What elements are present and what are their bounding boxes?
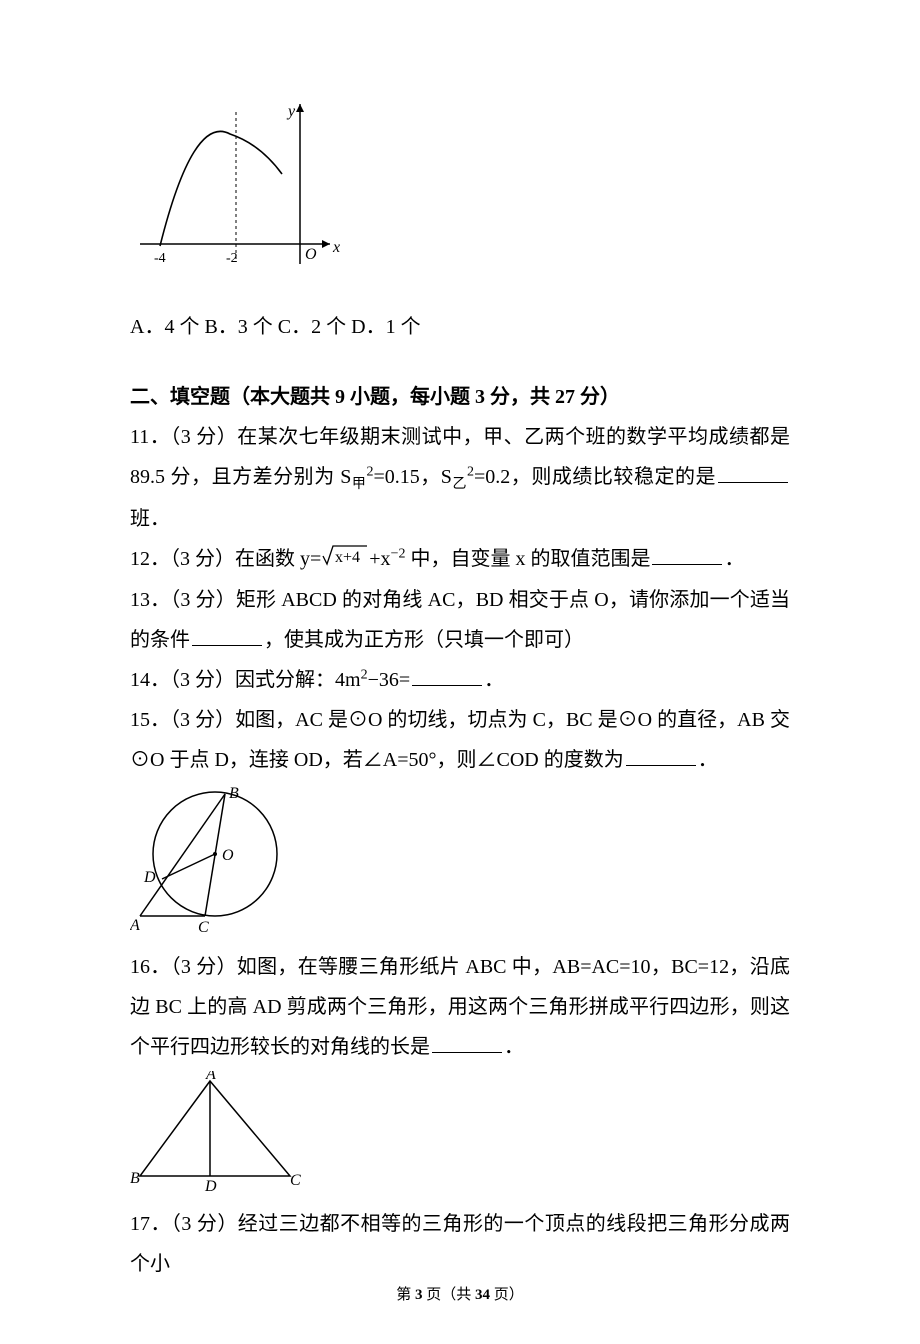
q12-exp: −2 bbox=[391, 546, 406, 561]
q15: 15．（3 分）如图，AC 是⊙O 的切线，切点为 C，BC 是⊙O 的直径，A… bbox=[130, 700, 790, 780]
q13-blank bbox=[192, 625, 262, 646]
q11-blank bbox=[718, 462, 788, 483]
sqrt-icon: x+4 bbox=[321, 540, 369, 580]
triangle-svg: A B C D bbox=[130, 1071, 310, 1191]
footer-mid: 页（共 bbox=[422, 1287, 475, 1303]
q14-prefix: 14．（3 分）因式分解：4m bbox=[130, 669, 361, 691]
q14-blank bbox=[412, 665, 482, 686]
q14: 14．（3 分）因式分解：4m2−36= ． bbox=[130, 660, 790, 700]
svg-text:C: C bbox=[290, 1172, 301, 1189]
footer-prefix: 第 bbox=[396, 1287, 415, 1303]
svg-text:O: O bbox=[222, 847, 234, 864]
q12-mid: +x bbox=[369, 548, 390, 570]
figure-triangle: A B C D bbox=[130, 1071, 790, 1196]
section-2-title: 二、填空题（本大题共 9 小题，每小题 3 分，共 27 分） bbox=[130, 377, 790, 417]
exam-page: y x O -4 -2 A．4 个 B．3 个 C．2 个 D．1 个 二、填空… bbox=[0, 0, 920, 1344]
q11: 11．（3 分）在某次七年级期末测试中，甲、乙两个班的数学平均成绩都是 89.5… bbox=[130, 417, 790, 539]
q12-suffix: ． bbox=[724, 548, 744, 570]
x-label: x bbox=[332, 239, 340, 256]
origin-label: O bbox=[305, 246, 317, 263]
q14-mid: −36= bbox=[368, 669, 411, 691]
q12-mid2: 中，自变量 x 的取值范围是 bbox=[405, 548, 650, 570]
q16: 16．（3 分）如图，在等腰三角形纸片 ABC 中，AB=AC=10，BC=12… bbox=[130, 947, 790, 1067]
footer-suffix: 页） bbox=[490, 1287, 524, 1303]
q16-suffix: ． bbox=[504, 1036, 524, 1058]
q13-line2: ，使其成为正方形（只填一个即可） bbox=[264, 629, 584, 651]
figure-circle: B O C A D bbox=[130, 784, 790, 939]
q11-sub1: 甲 bbox=[351, 477, 366, 492]
svg-text:D: D bbox=[143, 869, 156, 886]
q11-sup2: 2 bbox=[467, 464, 474, 479]
parabola-svg: y x O -4 -2 bbox=[130, 94, 350, 294]
q12-blank bbox=[652, 544, 722, 565]
tick-minus4: -4 bbox=[154, 251, 166, 266]
tick-minus2: -2 bbox=[226, 251, 238, 266]
svg-text:D: D bbox=[204, 1178, 217, 1191]
q11-suffix: 班． bbox=[130, 508, 170, 530]
svg-text:A: A bbox=[205, 1071, 216, 1083]
page-footer: 第 3 页（共 34 页） bbox=[0, 1283, 920, 1304]
y-label: y bbox=[286, 103, 296, 120]
q15-suffix: ． bbox=[698, 749, 718, 771]
q10-options: A．4 个 B．3 个 C．2 个 D．1 个 bbox=[130, 307, 790, 347]
q11-sub2: 乙 bbox=[452, 477, 467, 492]
q11-mid2: =0.2，则成绩比较稳定的是 bbox=[474, 466, 716, 488]
q13: 13．（3 分）矩形 ABCD 的对角线 AC，BD 相交于点 O，请你添加一个… bbox=[130, 580, 790, 660]
svg-text:B: B bbox=[130, 1170, 140, 1187]
footer-total: 34 bbox=[475, 1287, 490, 1303]
svg-text:x+4: x+4 bbox=[335, 549, 360, 566]
svg-text:C: C bbox=[198, 919, 209, 934]
q15-blank bbox=[626, 745, 696, 766]
circle-svg: B O C A D bbox=[130, 784, 280, 934]
q12: 12．（3 分）在函数 y= x+4 +x−2 中，自变量 x 的取值范围是 ． bbox=[130, 539, 790, 580]
q14-suffix: ． bbox=[484, 669, 504, 691]
q16-blank bbox=[432, 1032, 502, 1053]
q12-prefix: 12．（3 分）在函数 y= bbox=[130, 548, 321, 570]
q17: 17．（3 分）经过三边都不相等的三角形的一个顶点的线段把三角形分成两个小 bbox=[130, 1204, 790, 1284]
svg-text:B: B bbox=[229, 785, 239, 802]
q14-exp: 2 bbox=[361, 668, 368, 683]
q11-mid1: =0.15，S bbox=[373, 466, 451, 488]
svg-text:A: A bbox=[130, 917, 140, 934]
figure-parabola: y x O -4 -2 bbox=[130, 94, 790, 299]
